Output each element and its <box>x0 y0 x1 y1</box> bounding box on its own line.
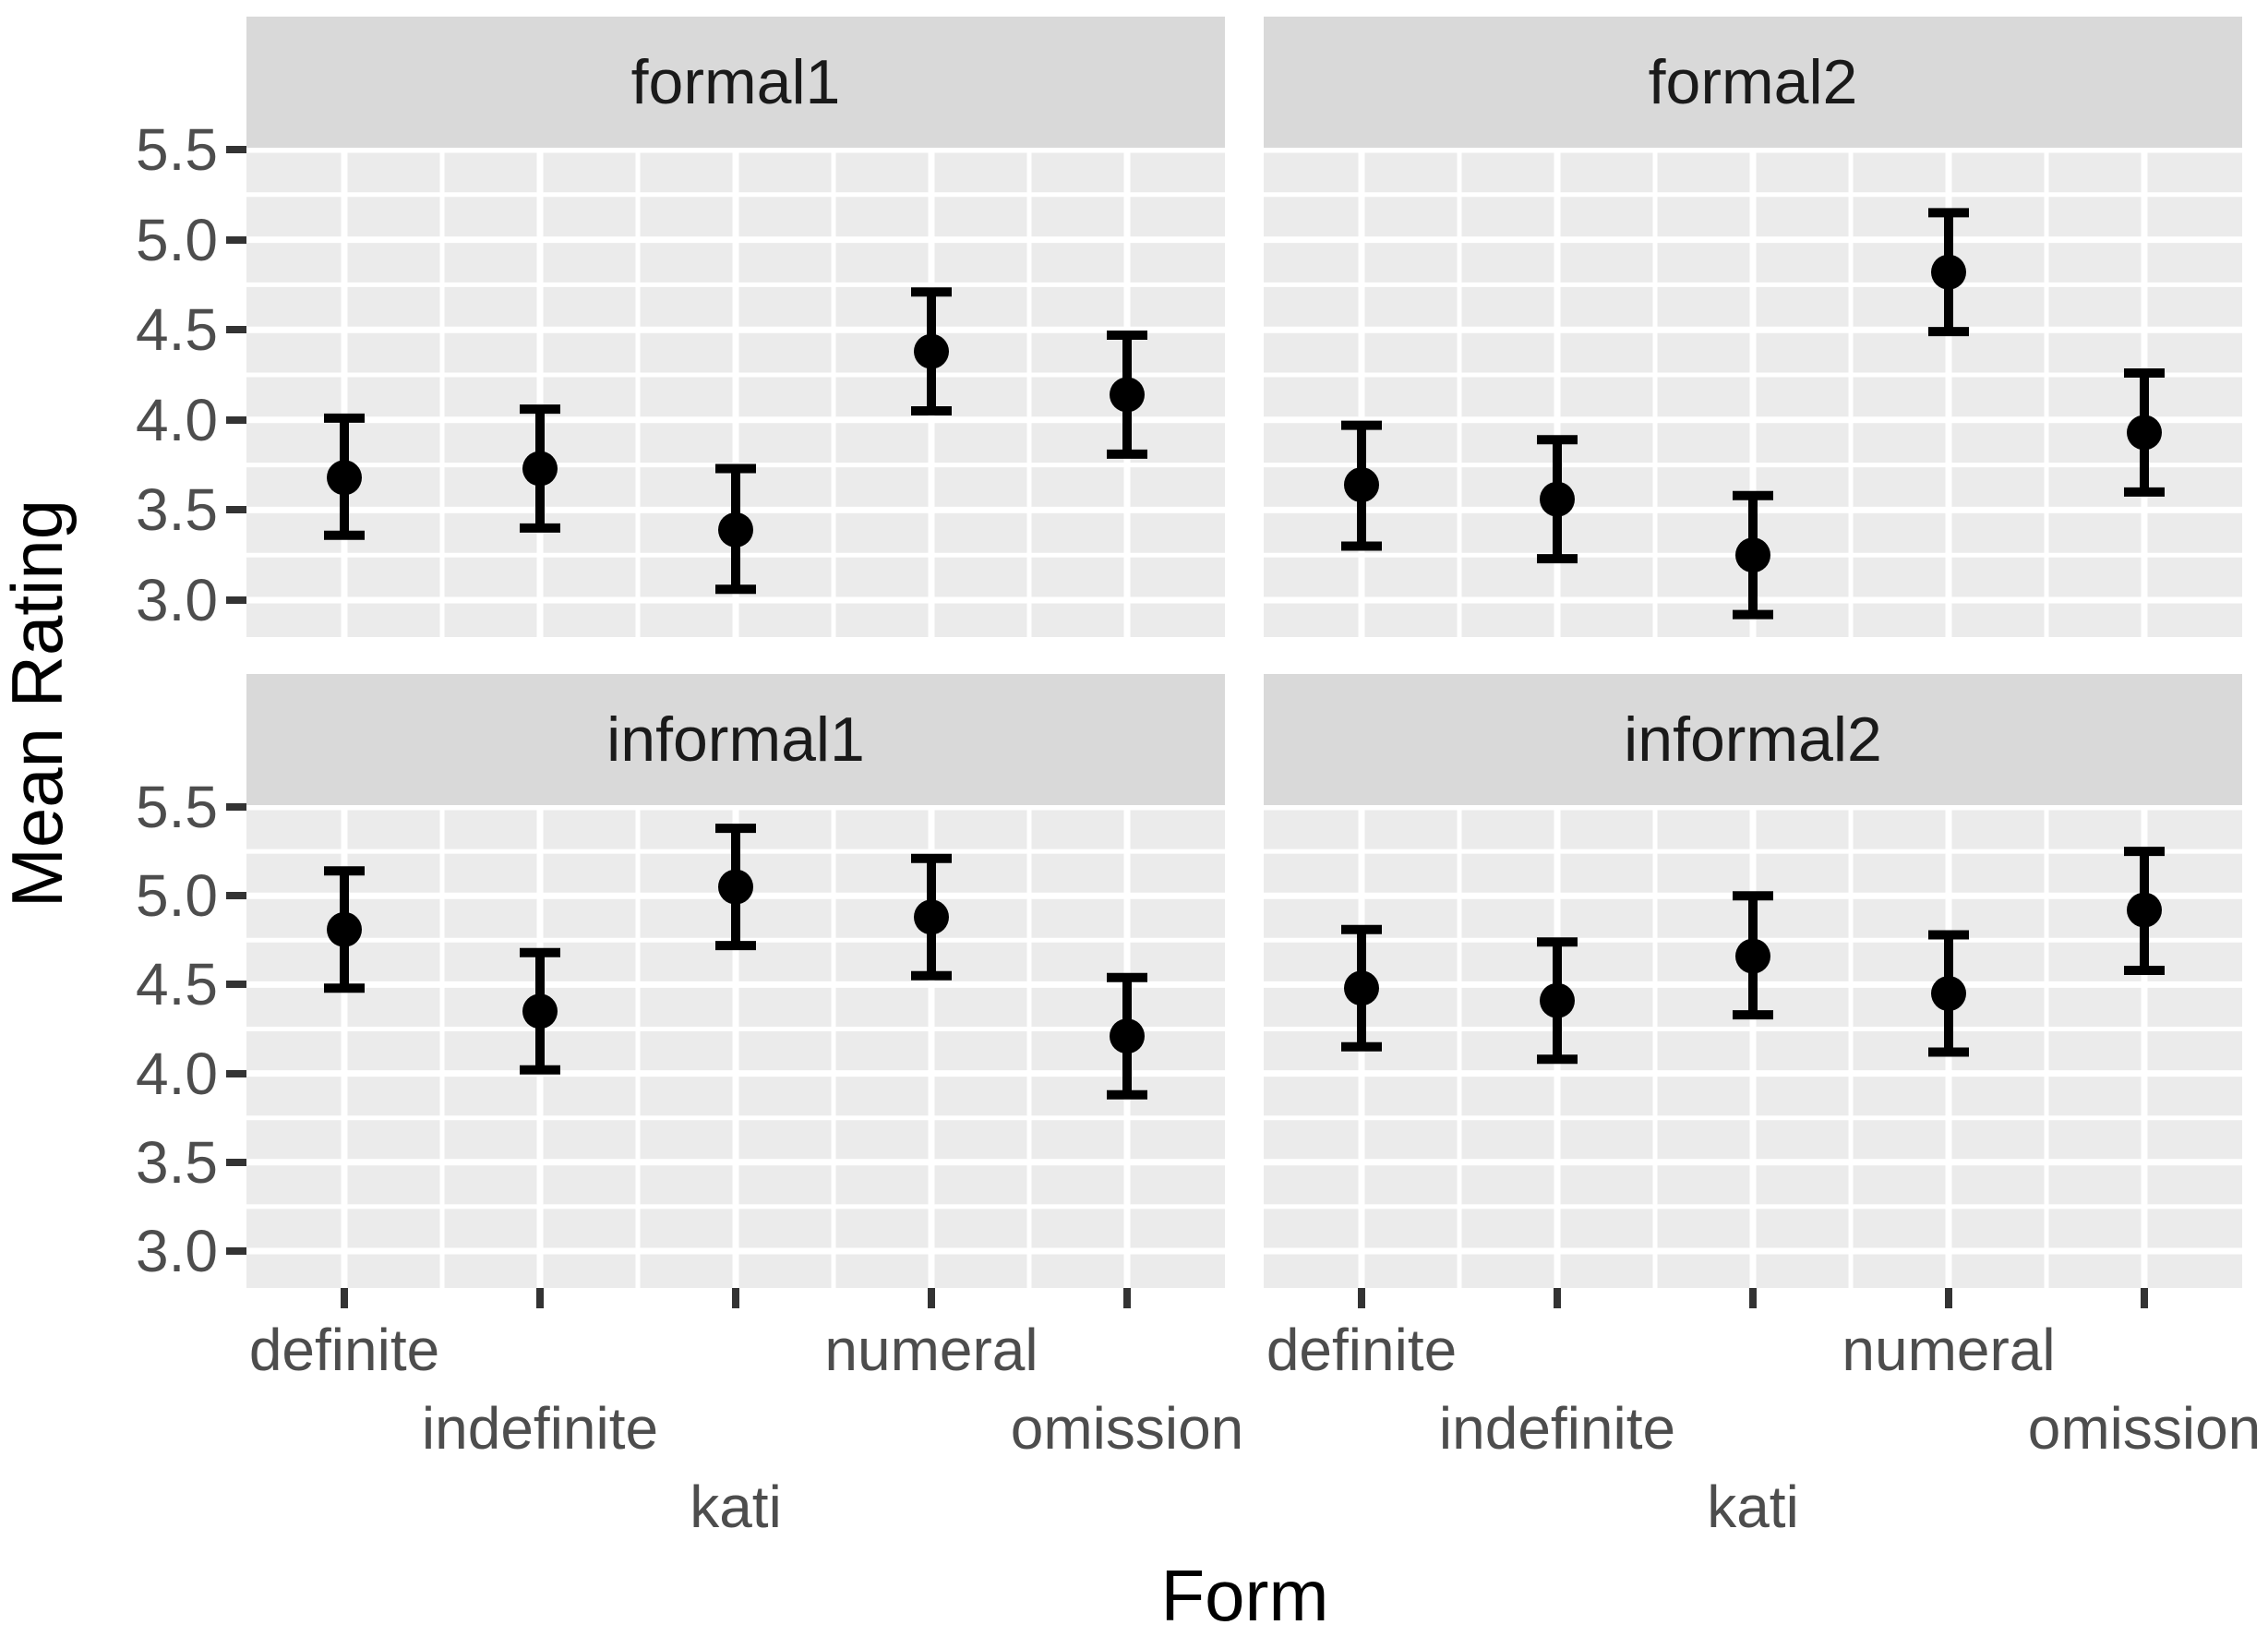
pointrange-numeral <box>911 853 952 981</box>
mean-point <box>2127 892 2162 928</box>
x-tick-mark <box>1749 1288 1757 1308</box>
facet-strip-label: formal2 <box>1648 47 1858 117</box>
mean-point <box>1344 467 1379 503</box>
pointrange-indefinite <box>520 404 560 533</box>
pointrange-indefinite <box>520 947 560 1075</box>
y-tick-mark <box>226 1247 246 1255</box>
facet-strip-label: formal1 <box>630 47 841 117</box>
x-tick-label-indefinite: indefinite <box>1438 1395 1676 1462</box>
mean-point <box>1110 1018 1145 1054</box>
x-tick-mark <box>928 1288 935 1308</box>
y-tick-label: 3.5 <box>136 1128 218 1196</box>
y-tick-label: 4.5 <box>136 296 218 364</box>
y-tick-mark <box>226 981 246 989</box>
y-tick-label: 3.5 <box>136 476 218 544</box>
y-tick-mark <box>226 803 246 811</box>
x-tick-label-omission: omission <box>2027 1395 2262 1462</box>
y-tick-label: 5.5 <box>136 116 218 183</box>
pointrange-indefinite <box>1537 435 1578 564</box>
mean-point <box>522 993 558 1029</box>
x-tick-label-kati: kati <box>1707 1474 1799 1540</box>
x-tick-label-definite: definite <box>1266 1317 1458 1383</box>
mean-point <box>718 512 753 548</box>
mean-point <box>1110 377 1145 413</box>
facet-strip-informal2: informal2 <box>1264 674 2242 805</box>
x-tick-mark <box>341 1288 348 1308</box>
x-tick-mark <box>536 1288 544 1308</box>
x-tick-mark <box>732 1288 739 1308</box>
y-tick-label: 4.0 <box>136 1040 218 1107</box>
pointrange-numeral <box>1928 208 1969 337</box>
pointrange-indefinite <box>1537 937 1578 1065</box>
y-tick-mark <box>226 596 246 604</box>
mean-point <box>914 899 949 935</box>
mean-point <box>2127 415 2162 451</box>
x-tick-label-numeral: numeral <box>1842 1317 2056 1383</box>
pointrange-definite <box>324 866 365 993</box>
mean-point <box>327 460 362 496</box>
facet-panel-formal2 <box>1264 148 2242 637</box>
x-tick-mark <box>1945 1288 1952 1308</box>
pointrange-definite <box>1341 420 1382 551</box>
mean-point <box>1344 970 1379 1006</box>
mean-point <box>1735 537 1770 573</box>
pointrange-kati <box>1733 891 1773 1020</box>
mean-point <box>1735 938 1770 974</box>
x-tick-mark <box>2141 1288 2148 1308</box>
mean-point <box>522 451 558 487</box>
x-tick-label-omission: omission <box>1010 1395 1244 1462</box>
pointrange-omission <box>1107 331 1147 459</box>
y-tick-label: 4.5 <box>136 951 218 1018</box>
pointrange-kati <box>1733 490 1773 620</box>
x-tick-label-indefinite: indefinite <box>421 1395 659 1462</box>
x-tick-label-definite: definite <box>248 1317 440 1383</box>
y-tick-label: 5.5 <box>136 774 218 840</box>
pointrange-numeral <box>911 287 952 416</box>
y-tick-mark <box>226 506 246 514</box>
y-tick-label: 4.0 <box>136 386 218 453</box>
y-tick-mark <box>226 235 246 244</box>
pointrange-numeral <box>1928 930 1969 1057</box>
y-tick-mark <box>226 1069 246 1077</box>
pointrange-kati <box>715 824 756 951</box>
mean-point <box>914 333 949 369</box>
y-tick-mark <box>226 892 246 900</box>
y-tick-label: 5.0 <box>136 206 218 273</box>
facet-strip-label: informal1 <box>606 704 865 775</box>
facet-strip-informal1: informal1 <box>246 674 1225 805</box>
mean-point <box>1931 254 1966 290</box>
x-tick-mark <box>1358 1288 1365 1308</box>
y-tick-label: 3.0 <box>136 1218 218 1284</box>
mean-point <box>1931 976 1966 1012</box>
facet-panel-informal2 <box>1264 805 2242 1288</box>
x-axis-title: Form <box>1160 1555 1329 1636</box>
facet-strip-formal2: formal2 <box>1264 17 2242 148</box>
y-tick-mark <box>226 415 246 424</box>
facet-panel-formal1 <box>246 148 1225 637</box>
x-tick-mark <box>1554 1288 1561 1308</box>
facet-strip-label: informal2 <box>1624 704 1882 775</box>
x-tick-label-kati: kati <box>690 1474 782 1540</box>
y-tick-mark <box>226 146 246 153</box>
facet-strip-formal1: formal1 <box>246 17 1225 148</box>
y-tick-label: 3.0 <box>136 567 218 633</box>
pointrange-omission <box>2124 368 2165 497</box>
mean-point <box>1540 982 1575 1018</box>
y-tick-mark <box>226 326 246 334</box>
pointrange-omission <box>2124 847 2165 976</box>
mean-point <box>327 911 362 947</box>
x-tick-mark <box>1123 1288 1131 1308</box>
pointrange-kati <box>715 463 756 595</box>
mean-point <box>718 869 753 905</box>
mean-point <box>1540 481 1575 517</box>
x-tick-label-numeral: numeral <box>824 1317 1038 1383</box>
pointrange-definite <box>1341 924 1382 1052</box>
pointrange-definite <box>324 413 365 540</box>
y-tick-label: 5.0 <box>136 862 218 930</box>
facet-panel-informal1 <box>246 805 1225 1288</box>
pointrange-omission <box>1107 972 1147 1100</box>
y-tick-mark <box>226 1158 246 1166</box>
